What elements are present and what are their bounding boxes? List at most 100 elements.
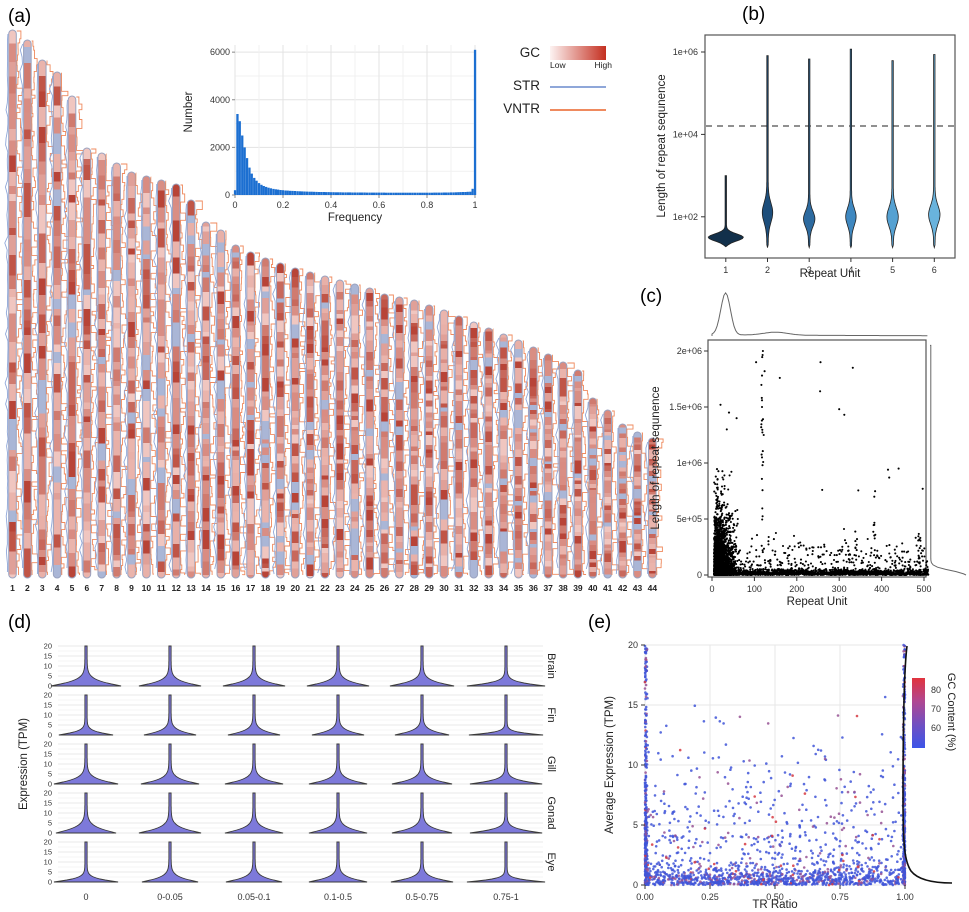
- chromosome-2: 2: [19, 39, 40, 593]
- colorbar-tick-label: 80: [931, 685, 941, 695]
- vntr-track: [46, 60, 55, 575]
- row-label-fin: Fin: [545, 707, 557, 723]
- chromosome-label: 14: [201, 583, 211, 593]
- panel-d-label: (d): [8, 612, 32, 633]
- chromosome-23: 23: [331, 279, 352, 593]
- violin-fin-0-0.05: [143, 694, 197, 736]
- svg-text:0: 0: [232, 200, 237, 210]
- chromosome-13: 13: [182, 199, 203, 593]
- violin-brain-0.05-0.1: [222, 645, 286, 687]
- violin-gill-0.1-0.5: [308, 743, 368, 785]
- svg-text:0: 0: [48, 780, 52, 789]
- row-label-gonad: Gonad: [545, 796, 557, 830]
- chromosome-label: 18: [261, 583, 271, 593]
- svg-text:15: 15: [44, 848, 52, 857]
- legend-row-vntr: VNTR: [494, 102, 654, 116]
- svg-text:5: 5: [890, 265, 895, 275]
- row-label-gill: Gill: [545, 756, 557, 772]
- chromosome-label: 25: [365, 583, 375, 593]
- vntr-track: [656, 438, 664, 575]
- str-track: [451, 319, 455, 572]
- svg-text:15: 15: [44, 799, 52, 808]
- chromosome-43: 43: [629, 431, 650, 593]
- chromosome-label: 27: [395, 583, 405, 593]
- chromosome-32: 32: [465, 321, 485, 593]
- str-track: [346, 287, 351, 575]
- chromosome-label: 32: [469, 583, 479, 593]
- violin-repeat-unit-4: [845, 48, 857, 249]
- repeat-length-violin-plot: 1e+02 1e+04 1e+06 1 2 3 4 5 6: [673, 34, 956, 275]
- violin-repeat-unit-1: [707, 175, 744, 248]
- str-track: [302, 275, 307, 570]
- vntr-track: [75, 96, 84, 575]
- inset-x-axis-title: Frequency: [327, 212, 383, 224]
- top-marginal-density: [711, 292, 928, 337]
- str-track: [138, 179, 143, 572]
- str-track: [168, 187, 173, 573]
- vntr-track: [492, 328, 501, 575]
- chromosome-label: 15: [216, 583, 226, 593]
- violin-brain-0-0.05: [138, 645, 202, 687]
- colorbar-title: GC Content (%): [945, 672, 957, 752]
- vntr-track: [611, 410, 619, 575]
- chromosome-1: 1: [4, 29, 24, 593]
- legend-vntr-label: VNTR: [503, 101, 540, 116]
- svg-text:10: 10: [44, 662, 52, 671]
- vntr-track: [507, 334, 516, 575]
- str-track: [584, 401, 589, 570]
- svg-text:10: 10: [44, 760, 52, 769]
- chromosome-15: 15: [212, 229, 232, 593]
- chromosome-18: 18: [257, 257, 278, 593]
- svg-text:5: 5: [48, 672, 52, 681]
- vntr-track: [373, 288, 381, 575]
- vntr-track: [31, 40, 40, 575]
- chromosome-33: 33: [480, 327, 501, 593]
- chromosome-41: 41: [599, 409, 619, 593]
- chromosome-label: 22: [320, 583, 330, 593]
- svg-text:5: 5: [48, 868, 52, 877]
- svg-text:20: 20: [44, 838, 52, 847]
- str-track: [644, 441, 649, 575]
- svg-text:0.4: 0.4: [325, 200, 338, 210]
- frequency-histogram: 0 2000 4000 6000 0 0.2 0.4 0.6 0.8 1: [210, 45, 478, 210]
- violin-brain-0.1-0.5: [306, 645, 370, 687]
- panel-c-y-axis-title: Length of repeat sequnence: [650, 386, 662, 530]
- chromosome-10: 10: [138, 175, 159, 593]
- colorbar-tick-label: 70: [931, 704, 941, 714]
- chromosome-label: 24: [350, 583, 360, 593]
- chromosome-3: 3: [34, 59, 55, 593]
- str-track: [227, 248, 232, 571]
- svg-text:4: 4: [848, 265, 853, 275]
- svg-text:0: 0: [48, 731, 52, 740]
- violin-repeat-unit-3: [803, 58, 816, 250]
- violin-eye-0.05-0.1: [225, 841, 283, 883]
- str-track: [272, 266, 277, 575]
- svg-text:0.8: 0.8: [421, 200, 434, 210]
- svg-text:0: 0: [697, 570, 702, 580]
- svg-text:100: 100: [747, 584, 762, 594]
- chromosome-label: 43: [633, 583, 643, 593]
- chromosome-ideogram: 1 2 3 4 5 6 7 8 9 10 11 12 13 14 15 16 17 18 19 20 21 22 23 24 2…: [4, 29, 664, 593]
- vntr-track: [313, 272, 322, 575]
- vntr-track: [180, 184, 188, 575]
- svg-text:0.5-0.75: 0.5-0.75: [405, 892, 438, 902]
- str-track: [317, 279, 321, 574]
- chromosome-label: 26: [380, 583, 390, 593]
- chromosome-label: 9: [129, 583, 134, 593]
- chromosome-label: 17: [246, 583, 256, 593]
- chromosome-34: 34: [495, 333, 516, 593]
- chromosome-label: 23: [335, 583, 345, 593]
- vntr-track: [224, 230, 232, 575]
- str-track: [510, 343, 515, 575]
- expression-violin-grid: 2015105020151050201510502015105020151050…: [44, 642, 546, 902]
- svg-text:300: 300: [832, 584, 847, 594]
- svg-text:0.05-0.1: 0.05-0.1: [237, 892, 270, 902]
- str-track: [570, 373, 574, 570]
- svg-text:5: 5: [48, 721, 52, 730]
- chromosome-40: 40: [584, 397, 604, 593]
- chromosome-label: 34: [499, 583, 509, 593]
- chromosome-label: 41: [603, 583, 613, 593]
- chromosome-label: 33: [484, 583, 494, 593]
